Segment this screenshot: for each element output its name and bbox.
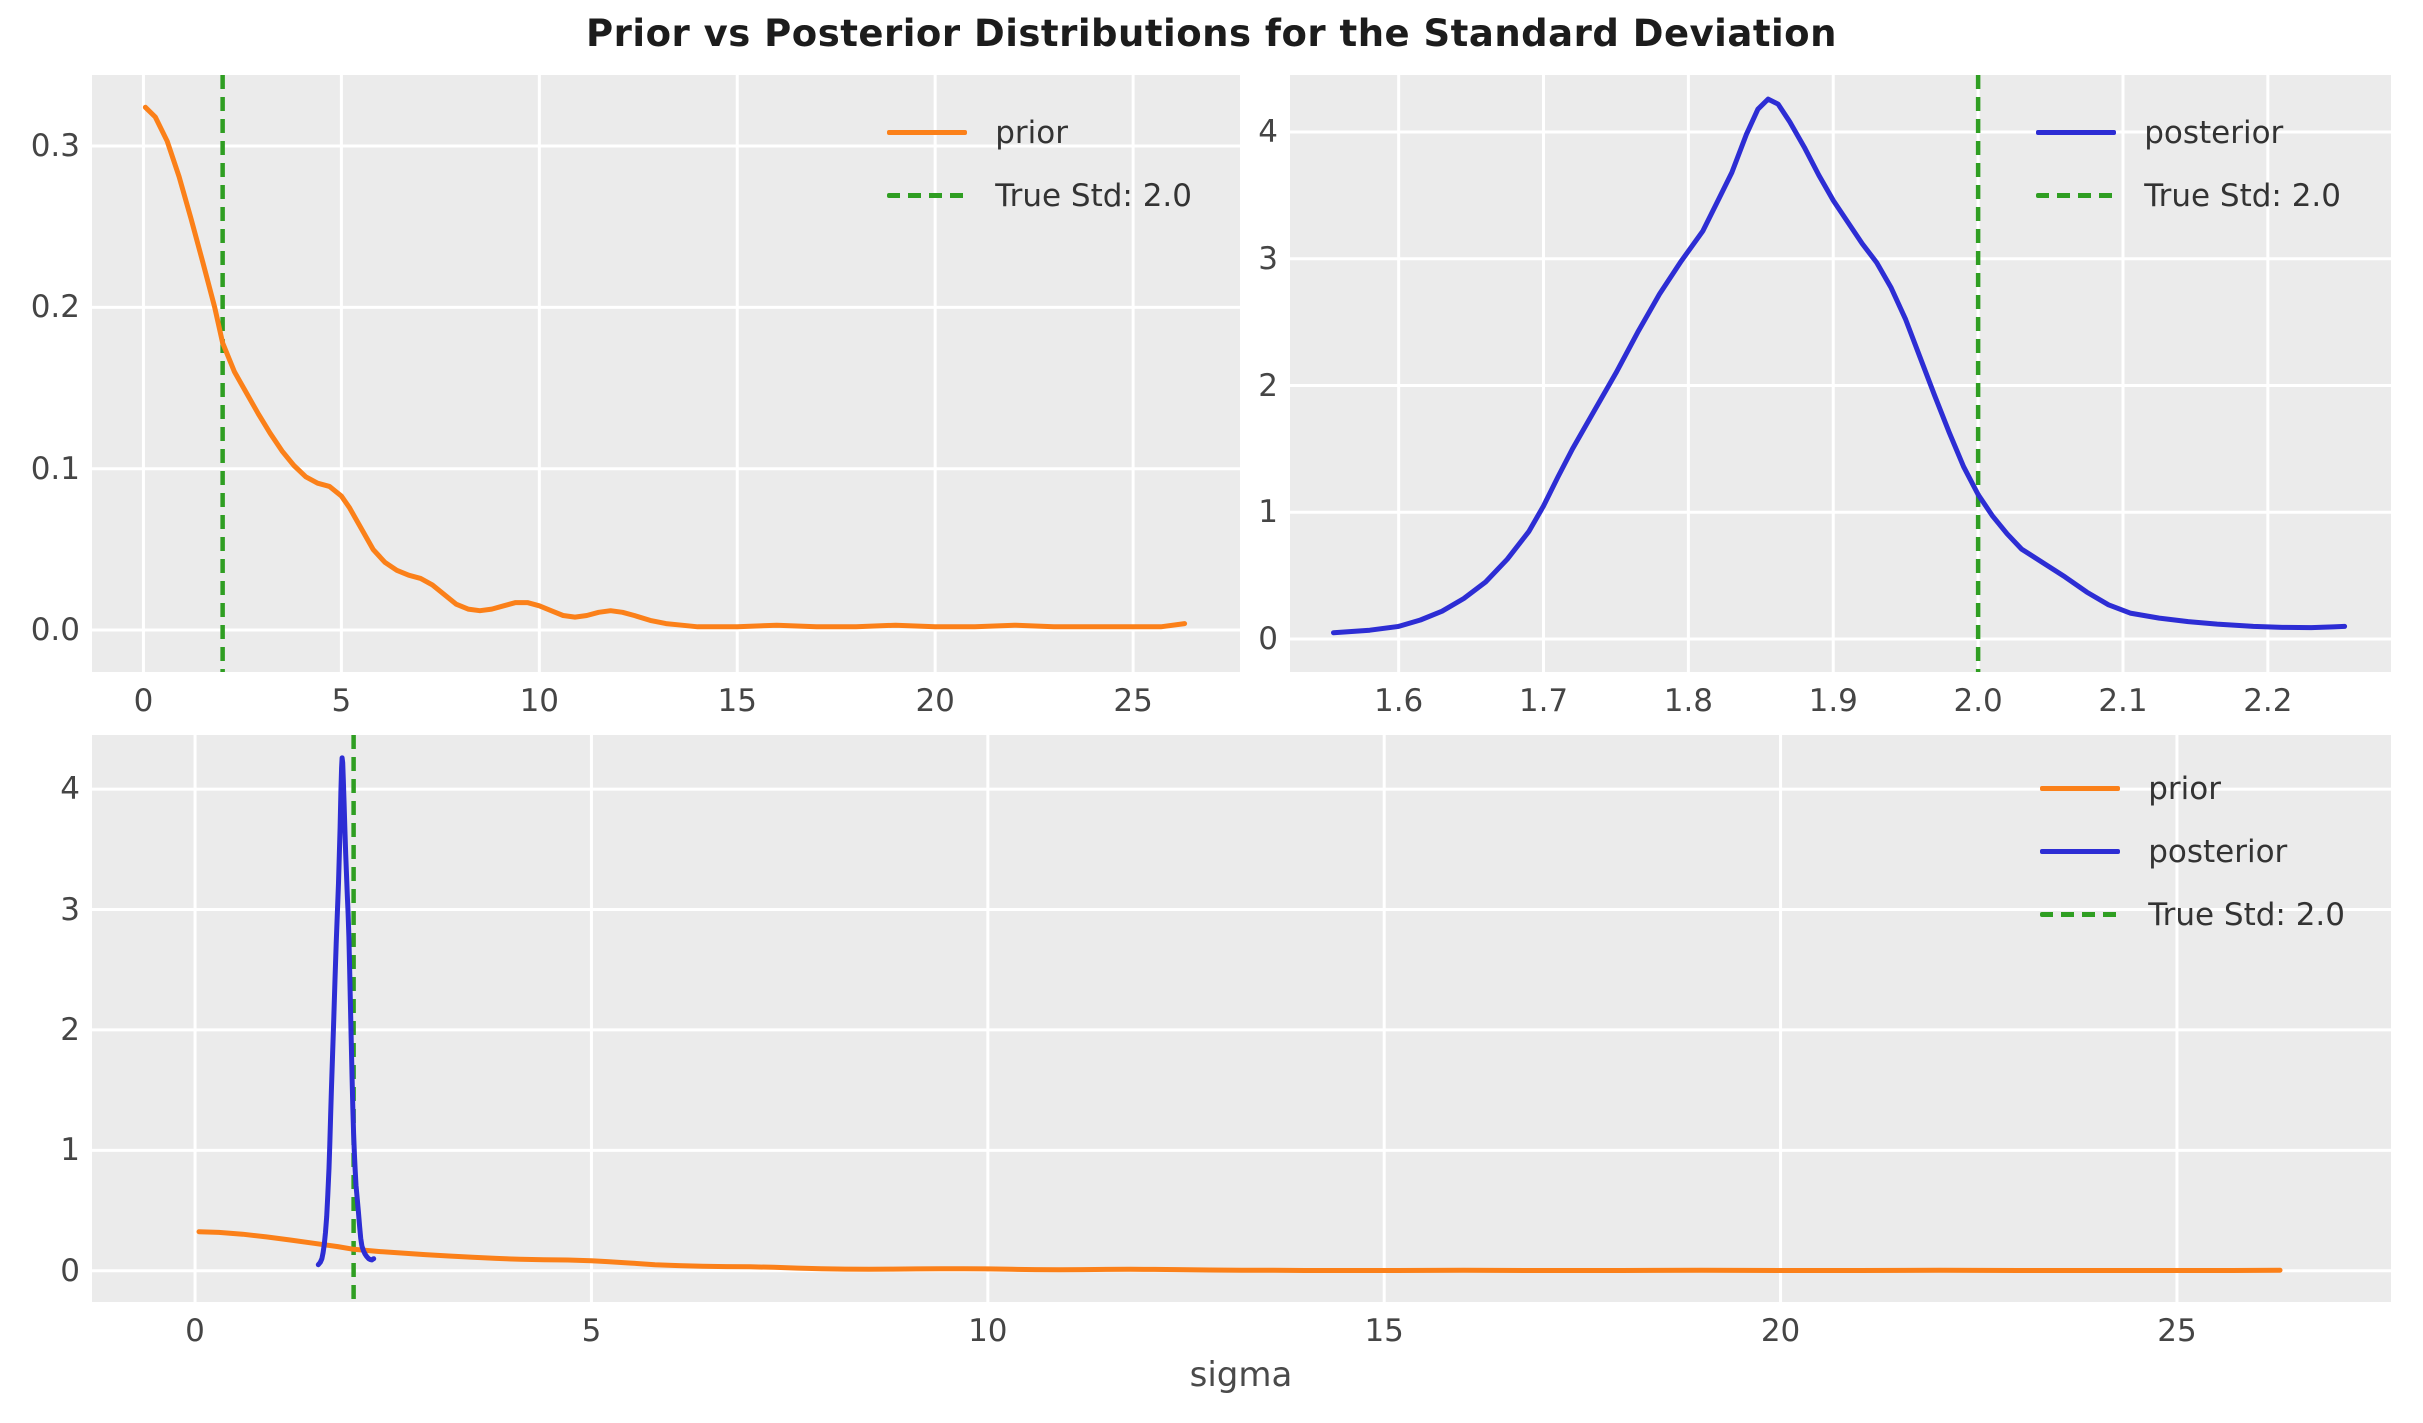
prior-curve bbox=[142, 104, 1188, 630]
legend-label: True Std: 2.0 bbox=[2148, 896, 2345, 933]
y-tick-label: 2 bbox=[1258, 367, 1278, 404]
posterior-curve bbox=[1331, 96, 2348, 636]
legend-label: prior bbox=[995, 114, 1068, 151]
x-tick-label: 1.7 bbox=[1518, 683, 1569, 719]
subplot-posterior-distribution bbox=[1290, 75, 2391, 672]
line-icon bbox=[2036, 130, 2117, 135]
plot-area-combined-prior-posterior bbox=[92, 735, 2391, 1302]
gridlines bbox=[92, 75, 1240, 672]
y-tick-label: 0 bbox=[60, 1252, 80, 1289]
y-tick-label: 1 bbox=[60, 1132, 80, 1169]
x-tick-label: 25 bbox=[2157, 1313, 2197, 1349]
y-tick-label: 3 bbox=[60, 891, 80, 928]
subplot-combined-prior-posterior bbox=[92, 735, 2391, 1302]
x-tick-label: 20 bbox=[915, 683, 955, 719]
x-tick-label: 5 bbox=[581, 1313, 602, 1349]
y-tick-label: 0.0 bbox=[30, 612, 80, 649]
y-tick-label: 0.1 bbox=[30, 450, 80, 487]
x-tick-label: 15 bbox=[1364, 1313, 1404, 1349]
legend-prior-distribution: prior True Std: 2.0 bbox=[887, 101, 1192, 227]
legend-label: True Std: 2.0 bbox=[995, 177, 1192, 214]
y-tick-label: 4 bbox=[60, 771, 80, 808]
legend-label: prior bbox=[2148, 770, 2221, 807]
legend-posterior-distribution: posterior True Std: 2.0 bbox=[2036, 101, 2341, 227]
legend-item-true-std: True Std: 2.0 bbox=[2040, 883, 2345, 946]
x-tick-label: 0 bbox=[133, 683, 154, 719]
prior-curve bbox=[196, 1229, 2283, 1273]
x-tick-label: 2.1 bbox=[2098, 683, 2148, 719]
line-icon bbox=[887, 130, 968, 135]
y-tick-label: 0.3 bbox=[30, 127, 80, 164]
legend-item-posterior: posterior bbox=[2036, 101, 2283, 164]
y-tick-label: 2 bbox=[60, 1011, 80, 1048]
legend-label: True Std: 2.0 bbox=[2144, 177, 2341, 214]
x-axis-label: sigma bbox=[1189, 1355, 1293, 1395]
x-tick-label: 15 bbox=[717, 683, 757, 719]
line-icon bbox=[2040, 849, 2121, 854]
x-tick-label: 1.8 bbox=[1663, 683, 1714, 719]
y-tick-label: 1 bbox=[1258, 494, 1278, 531]
posterior-curve bbox=[315, 755, 377, 1268]
x-tick-label: 1.6 bbox=[1373, 683, 1424, 719]
figure-title: Prior vs Posterior Distributions for the… bbox=[586, 12, 1837, 55]
legend-label: posterior bbox=[2148, 833, 2288, 870]
dashed-line-icon bbox=[887, 193, 968, 198]
dashed-line-icon bbox=[2036, 193, 2117, 198]
x-tick-label: 5 bbox=[331, 683, 352, 719]
x-tick-label: 1.9 bbox=[1808, 683, 1858, 719]
gridlines bbox=[92, 735, 2391, 1302]
dashed-line-icon bbox=[2040, 912, 2121, 917]
x-tick-label: 0 bbox=[185, 1313, 205, 1349]
legend-item-prior: prior bbox=[887, 101, 1068, 164]
y-tick-label: 0.2 bbox=[30, 289, 80, 326]
x-tick-label: 2.0 bbox=[1953, 683, 2003, 719]
x-tick-label: 20 bbox=[1760, 1313, 1801, 1349]
x-tick-label: 10 bbox=[519, 683, 560, 719]
subplot-prior-distribution bbox=[92, 75, 1240, 672]
legend-label: posterior bbox=[2144, 114, 2284, 151]
legend-item-posterior: posterior bbox=[2040, 820, 2287, 883]
y-tick-label: 3 bbox=[1258, 240, 1278, 277]
legend-item-true-std: True Std: 2.0 bbox=[2036, 164, 2341, 227]
y-tick-label: 4 bbox=[1258, 114, 1278, 151]
legend-combined-prior-posterior: prior posterior True Std: 2.0 bbox=[2040, 757, 2345, 946]
legend-item-true-std: True Std: 2.0 bbox=[887, 164, 1192, 227]
legend-item-prior: prior bbox=[2040, 757, 2221, 820]
x-tick-label: 10 bbox=[968, 1313, 1008, 1349]
y-tick-label: 0 bbox=[1258, 621, 1278, 658]
x-tick-label: 25 bbox=[1113, 683, 1153, 719]
line-icon bbox=[2040, 786, 2121, 791]
x-tick-label: 2.2 bbox=[2243, 683, 2293, 719]
plot-area-posterior-distribution bbox=[1290, 75, 2391, 672]
plot-area-prior-distribution bbox=[92, 75, 1240, 672]
